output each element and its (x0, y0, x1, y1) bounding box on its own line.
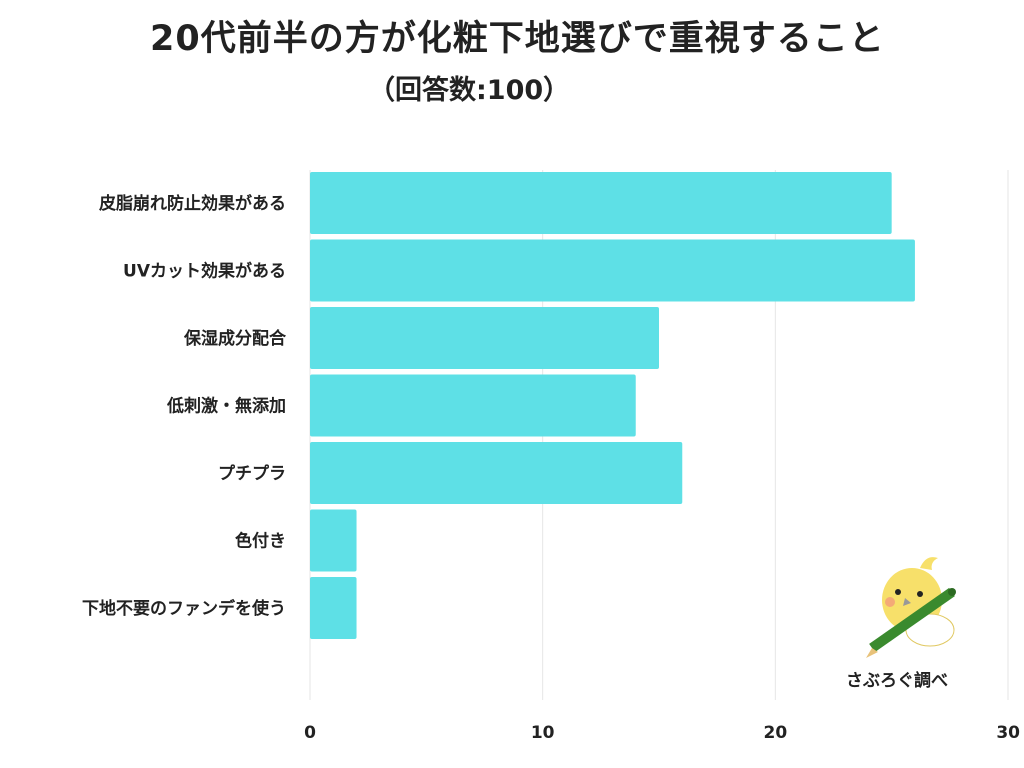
bars (310, 172, 915, 639)
bar (310, 307, 659, 369)
category-label: UVカット効果がある (123, 261, 286, 282)
bar (310, 374, 636, 437)
bar (310, 577, 357, 639)
bar (310, 239, 915, 302)
category-label: プチプラ (218, 463, 286, 484)
category-label: 下地不要のファンデを使う (82, 598, 286, 619)
x-tick-label: 10 (531, 723, 555, 743)
source-credit: さぶろぐ調べ (846, 671, 948, 691)
bar (310, 172, 892, 234)
chart-title: 20代前半の方が化粧下地選びで重視すること (150, 19, 885, 59)
category-label: 保湿成分配合 (183, 328, 287, 349)
x-axis-ticks: 0 10 20 30 (304, 723, 1020, 743)
x-tick-label: 30 (996, 723, 1020, 743)
bar (310, 442, 683, 504)
chart-subtitle: （回答数:100） (368, 75, 571, 106)
category-labels: 皮脂崩れ防止効果がある UVカット効果がある保湿成分配合低刺激・無添加プチプラ色付… (82, 193, 287, 619)
x-tick-label: 20 (763, 723, 787, 743)
bar (310, 509, 357, 572)
bird-with-pencil-icon (866, 557, 956, 658)
x-tick-label: 0 (304, 723, 316, 743)
category-label: 低刺激・無添加 (166, 396, 286, 417)
category-label: 皮脂崩れ防止効果がある (99, 193, 286, 214)
category-label: 色付き (235, 531, 286, 552)
